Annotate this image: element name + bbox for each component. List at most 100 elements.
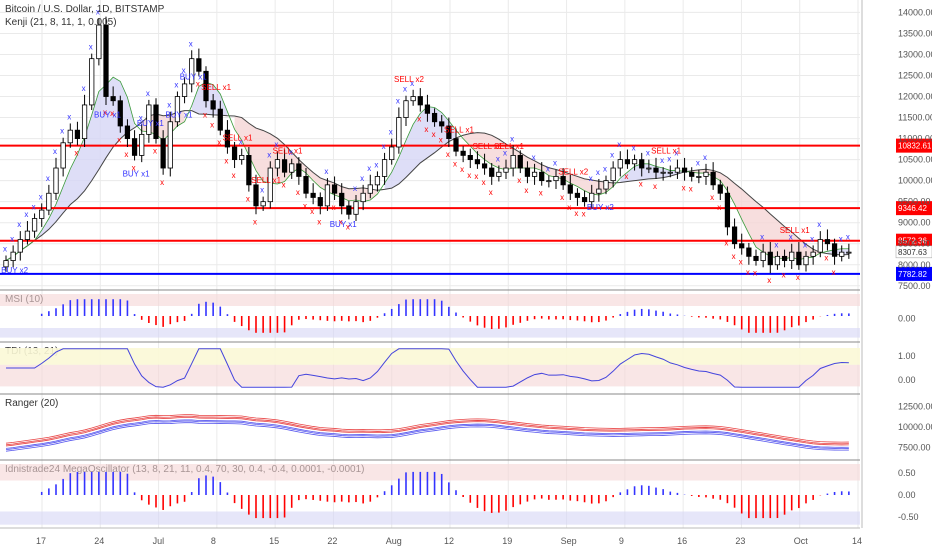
signal-label: BUY x1	[137, 119, 165, 128]
signal-marker: x	[167, 101, 171, 110]
signal-marker: x	[653, 182, 657, 191]
signal-marker: x	[282, 180, 286, 189]
candle-body	[46, 192, 52, 211]
candle-body	[431, 112, 438, 123]
signal-label: BUY x1	[180, 73, 208, 82]
signal-marker: x	[482, 178, 486, 187]
signal-marker: x	[624, 172, 628, 181]
candle-body	[796, 251, 802, 266]
ranger-line	[5, 420, 849, 450]
candle-body	[3, 260, 9, 268]
time-tick-label: Oct	[794, 536, 809, 546]
time-tick-label: 14	[852, 536, 862, 546]
candle-body	[396, 117, 402, 148]
candle-body	[267, 167, 273, 203]
signal-marker: x	[3, 245, 7, 254]
signal-marker: x	[132, 163, 136, 172]
candle-body	[74, 129, 81, 139]
signal-marker: x	[596, 168, 600, 177]
signal-marker: x	[510, 134, 514, 143]
signal-marker: x	[839, 234, 843, 243]
signal-marker: x	[460, 165, 464, 174]
signal-marker: x	[60, 127, 64, 136]
signal-marker: x	[53, 147, 57, 156]
level-label: 9346.42	[898, 204, 927, 213]
pane-band-top	[0, 294, 860, 306]
candle-body	[681, 167, 688, 173]
signal-marker: x	[589, 174, 593, 183]
price-tick-label: 10000.00	[898, 176, 932, 186]
signal-marker: x	[124, 150, 128, 159]
signal-marker: x	[24, 210, 28, 219]
signal-marker: x	[667, 155, 671, 164]
time-tick-label: 16	[677, 536, 687, 546]
signal-marker: x	[346, 222, 350, 231]
candle-body	[324, 184, 331, 207]
pane-tick-label: 10000.00	[898, 422, 932, 432]
signal-marker: x	[89, 43, 93, 52]
candle-body	[503, 167, 509, 173]
signal-marker: x	[789, 233, 793, 242]
signal-marker: x	[160, 178, 164, 187]
level-badge	[896, 138, 932, 153]
candle-body	[589, 192, 595, 203]
level-label: 8572.36	[898, 237, 927, 246]
signal-label: SELL x1	[201, 83, 231, 92]
candle-body	[360, 192, 366, 203]
candle-body	[24, 230, 31, 240]
candle-body	[810, 251, 816, 257]
signal-marker: x	[846, 233, 850, 242]
candle-body	[139, 133, 145, 156]
time-tick-label: 9	[619, 536, 624, 546]
signal-marker: x	[232, 171, 236, 180]
signal-marker: x	[103, 108, 107, 117]
candle-body	[696, 176, 702, 178]
candle-body	[531, 171, 538, 177]
ranger-line	[5, 419, 849, 449]
signal-marker: x	[153, 147, 157, 156]
level-badge	[896, 233, 932, 248]
signal-marker: x	[367, 164, 371, 173]
signal-marker: x	[446, 150, 450, 159]
time-tick-label: 15	[269, 536, 279, 546]
price-tick-label: 10500.00	[898, 155, 932, 165]
candle-body	[524, 167, 531, 177]
candle-body	[553, 176, 559, 182]
signal-marker: x	[796, 273, 800, 282]
candle-body	[453, 138, 459, 152]
pane-tick-label: 0.00	[898, 313, 916, 323]
time-tick-label: 19	[502, 536, 512, 546]
indicator-legend: Kenji (21, 8, 11, 1, 0.005)	[5, 17, 117, 28]
signal-marker: x	[732, 252, 736, 261]
candle-body	[767, 251, 773, 266]
candle-body	[403, 100, 409, 118]
candle-body	[346, 205, 352, 215]
candle-body	[381, 159, 388, 177]
signal-marker: x	[146, 89, 150, 98]
ranger-line	[5, 422, 849, 452]
signal-marker: x	[139, 113, 143, 122]
candle-body	[339, 192, 345, 207]
signal-marker: x	[324, 167, 328, 176]
signal-marker: x	[317, 217, 321, 226]
signal-marker: x	[374, 160, 378, 169]
candle-body	[31, 218, 38, 232]
signal-marker: x	[410, 79, 414, 88]
candle-body	[781, 255, 788, 261]
signal-marker: x	[724, 238, 728, 247]
signal-marker: x	[403, 85, 407, 94]
signal-marker: x	[632, 144, 636, 153]
candle-body	[846, 251, 852, 254]
pane-band-top	[0, 464, 860, 481]
candle-body	[224, 129, 231, 148]
price-tick-label: 13500.00	[898, 28, 932, 38]
candle-body	[639, 159, 645, 169]
time-tick-label: Jul	[153, 536, 165, 546]
candle-body	[389, 146, 395, 161]
candle-body	[39, 209, 45, 219]
candle-body	[731, 226, 738, 245]
signal-marker: x	[174, 80, 178, 89]
candle-body	[653, 167, 659, 173]
